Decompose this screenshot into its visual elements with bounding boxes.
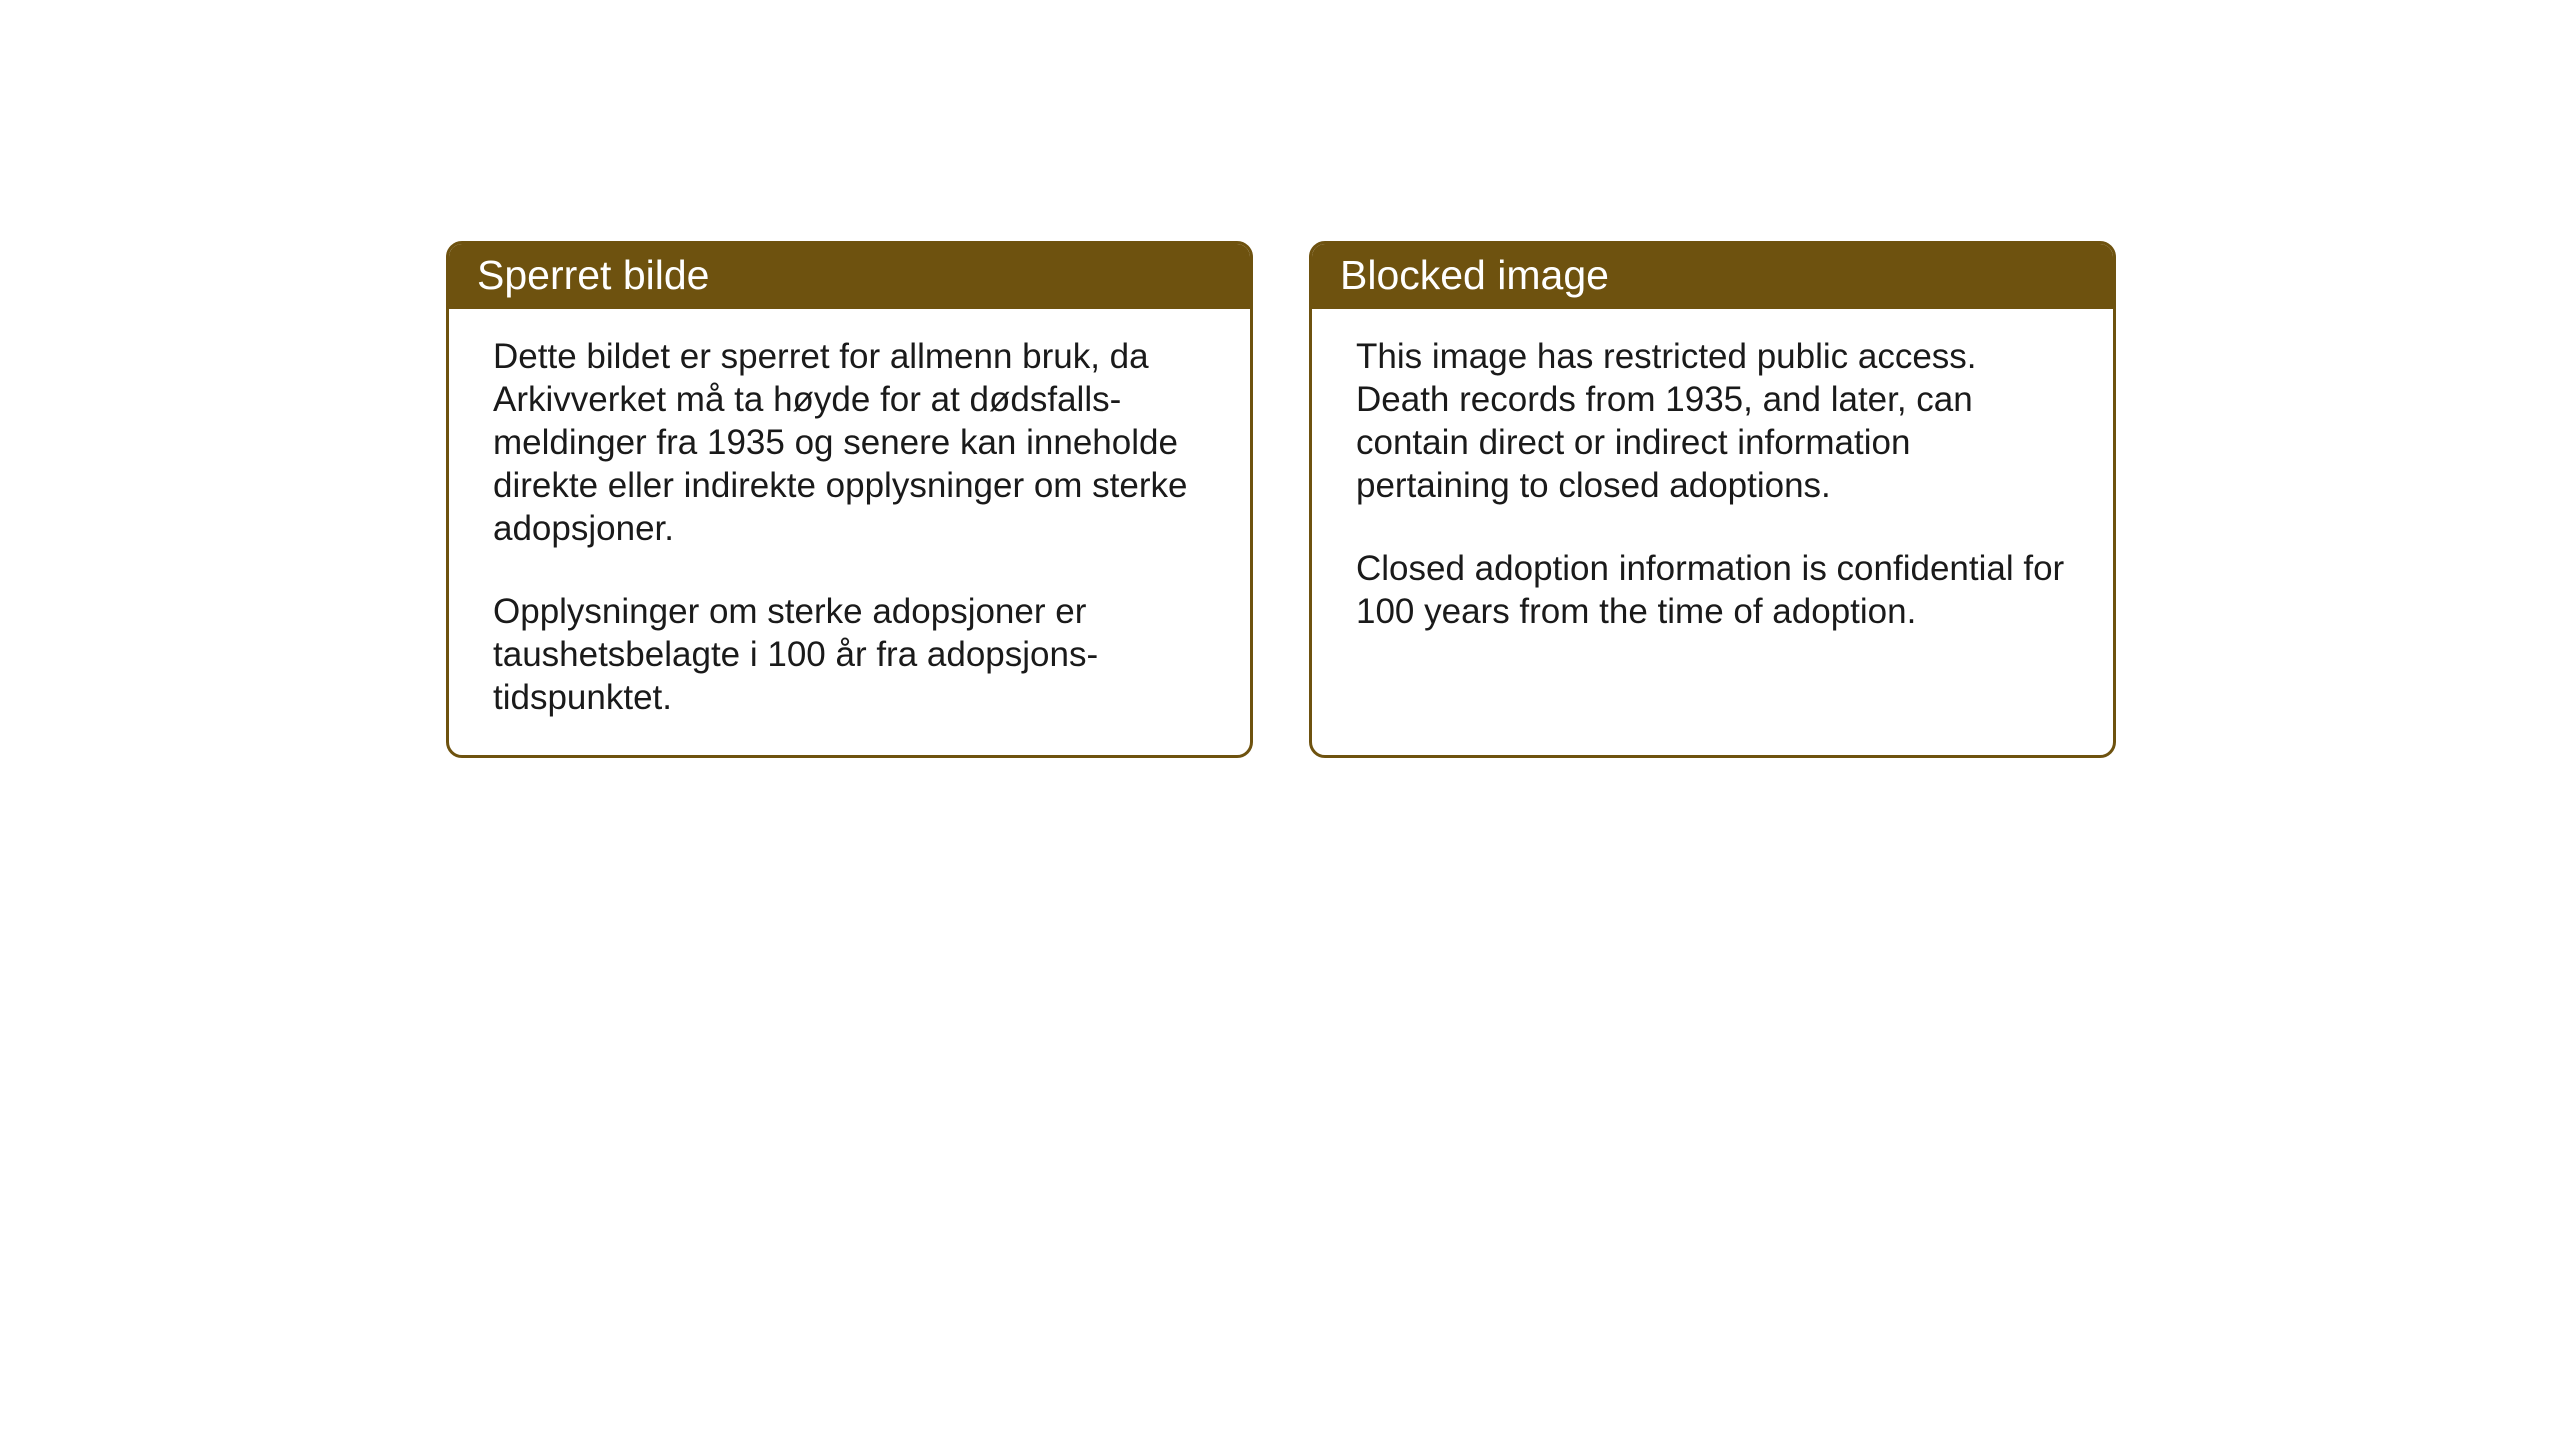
card-title-english: Blocked image bbox=[1340, 252, 1609, 298]
card-paragraph1-english: This image has restricted public access.… bbox=[1356, 335, 2069, 507]
card-header-norwegian: Sperret bilde bbox=[449, 244, 1250, 309]
card-body-english: This image has restricted public access.… bbox=[1312, 309, 2113, 711]
cards-container: Sperret bilde Dette bildet er sperret fo… bbox=[446, 241, 2116, 758]
card-english: Blocked image This image has restricted … bbox=[1309, 241, 2116, 758]
card-body-norwegian: Dette bildet er sperret for allmenn bruk… bbox=[449, 309, 1250, 755]
card-header-english: Blocked image bbox=[1312, 244, 2113, 309]
card-paragraph1-norwegian: Dette bildet er sperret for allmenn bruk… bbox=[493, 335, 1206, 550]
card-paragraph2-norwegian: Opplysninger om sterke adopsjoner er tau… bbox=[493, 590, 1206, 719]
card-paragraph2-english: Closed adoption information is confident… bbox=[1356, 547, 2069, 633]
card-norwegian: Sperret bilde Dette bildet er sperret fo… bbox=[446, 241, 1253, 758]
card-title-norwegian: Sperret bilde bbox=[477, 252, 709, 298]
